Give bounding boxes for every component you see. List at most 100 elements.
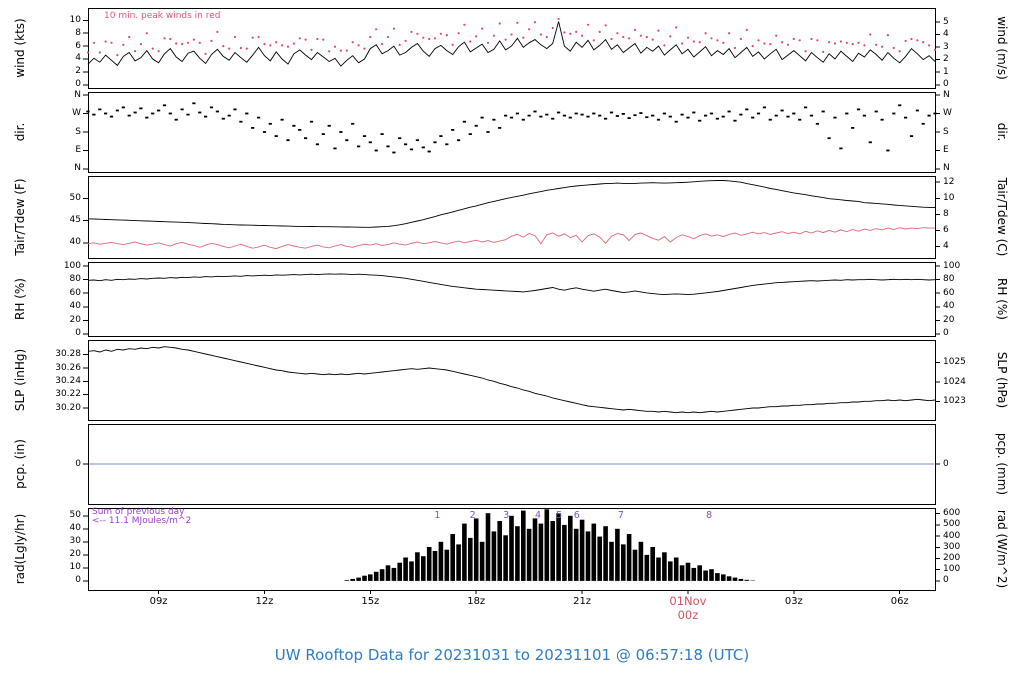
ytick-right-rh: 20 [943,314,955,325]
ytick-left-rad: 20 [69,549,81,560]
rad-sum-note-line2: <-- 11.1 MJoules/m^2 [92,516,192,526]
xtick-label-09z: 09z [149,596,168,607]
ytick-left-dir: N [74,89,81,100]
ytick-left-wind: 8 [75,27,81,38]
ytick-left-slp: 30.24 [55,375,81,386]
ytick-left-dir: W [72,108,81,119]
ytick-right-dir: S [943,126,949,137]
ytick-left-wind: 0 [75,79,81,90]
ytick-right-temp: 12 [943,176,955,187]
xtick-label-21z: 21z [573,596,592,607]
ytick-right-rad: 0 [943,575,949,586]
ytick-right-pcp: 0 [943,458,949,469]
xtick-label-12z: 12z [255,596,274,607]
wind-peak-note: 10 min. peak winds in red [104,11,221,21]
ytick-right-temp: 10 [943,192,955,203]
ytick-right-slp: 1023 [943,396,966,407]
ytick-left-slp: 30.20 [55,402,81,413]
ytick-right-wind: 3 [943,41,949,52]
rad-marker-3: 3 [503,510,510,521]
ytick-left-wind: 4 [75,53,81,64]
ytick-right-slp: 1025 [943,356,966,367]
ytick-left-rh: 40 [69,301,81,312]
ylabel-left-dir: dir. [13,122,27,142]
ytick-right-temp: 8 [943,208,949,219]
ylabel-right-dir: dir. [995,122,1009,142]
ylabel-right-temp: Tair/Tdew (C) [995,177,1009,257]
ytick-left-rad: 0 [75,575,81,586]
ytick-right-temp: 6 [943,224,949,235]
ytick-right-dir: N [943,163,950,174]
ytick-right-rad: 500 [943,519,961,530]
ytick-left-slp: 30.28 [55,349,81,360]
ytick-left-pcp: 0 [75,458,81,469]
rad-marker-8: 8 [706,510,713,521]
footer-title: UW Rooftop Data for 20231031 to 20231101… [274,646,750,664]
ytick-right-rad: 200 [943,553,961,563]
ytick-right-dir: W [943,108,952,119]
ytick-right-rh: 80 [943,274,955,285]
ytick-right-rh: 40 [943,301,955,312]
ytick-left-rh: 80 [69,274,81,285]
xtick-label-03z: 03z [784,596,803,607]
ytick-right-rh: 100 [943,260,961,271]
ytick-left-rh: 60 [69,287,81,298]
ylabel-right-rad: rad (W/m^2) [995,509,1009,589]
ytick-right-rh: 0 [943,328,949,339]
ylabel-left-slp: SLP (inHg) [13,348,27,412]
ylabel-right-pcp: pcp. (mm) [995,432,1009,496]
ytick-left-temp: 50 [69,192,81,203]
ytick-left-rh: 0 [75,328,81,339]
ylabel-right-slp: SLP (hPa) [995,351,1009,409]
ytick-left-temp: 40 [69,237,81,248]
rad-marker-1: 1 [434,510,441,521]
ytick-left-wind: 10 [69,14,81,25]
ylabel-left-rh: RH (%) [13,278,27,320]
xtick-label-00z: 00z [677,608,699,622]
rad-marker-5: 5 [556,510,563,521]
ytick-right-wind: 2 [943,54,949,65]
ytick-right-slp: 1024 [943,376,966,387]
ylabel-right-wind: wind (m/s) [995,16,1009,80]
rad-marker-2: 2 [469,510,476,521]
ytick-right-rad: 300 [943,541,961,552]
xtick-label-06z: 06z [890,596,909,607]
ytick-right-rad: 400 [943,530,961,541]
ytick-right-wind: 5 [943,16,949,27]
ytick-right-dir: N [943,89,950,100]
ytick-right-wind: 1 [943,66,949,77]
ytick-left-temp: 45 [69,215,81,226]
ytick-left-rad: 30 [69,536,81,547]
ytick-left-rad: 40 [69,523,81,534]
ytick-left-dir: S [75,126,81,137]
xtick-label-15z: 15z [361,596,380,607]
ytick-left-slp: 30.22 [55,389,81,400]
ylabel-left-wind: wind (kts) [13,18,27,78]
rad-sum-note-line1: Sum of previous day [92,507,185,517]
ytick-left-wind: 2 [75,66,81,77]
ytick-right-wind: 0 [943,79,949,90]
ylabel-left-temp: Tair/Tdew (F) [13,178,27,256]
ytick-right-rad: 100 [943,564,961,575]
ytick-left-rad: 50 [69,510,81,521]
ytick-right-wind: 4 [943,29,949,40]
ytick-right-dir: E [943,144,949,155]
ytick-left-dir: E [75,144,81,155]
ytick-right-rad: 600 [943,508,961,519]
ytick-left-rad: 10 [69,562,81,573]
xtick-label-date: 01Nov [669,594,707,608]
rad-marker-7: 7 [617,510,624,521]
ytick-left-rh: 20 [69,314,81,325]
ylabel-right-rh: RH (%) [995,278,1009,320]
ytick-left-slp: 30.26 [55,362,81,373]
ytick-left-rh: 100 [63,260,81,271]
ytick-left-wind: 6 [75,40,81,51]
rad-marker-4: 4 [534,510,541,521]
ytick-left-dir: N [74,163,81,174]
ytick-right-rh: 60 [943,287,955,298]
xtick-label-18z: 18z [467,596,486,607]
ytick-right-temp: 4 [943,240,949,251]
